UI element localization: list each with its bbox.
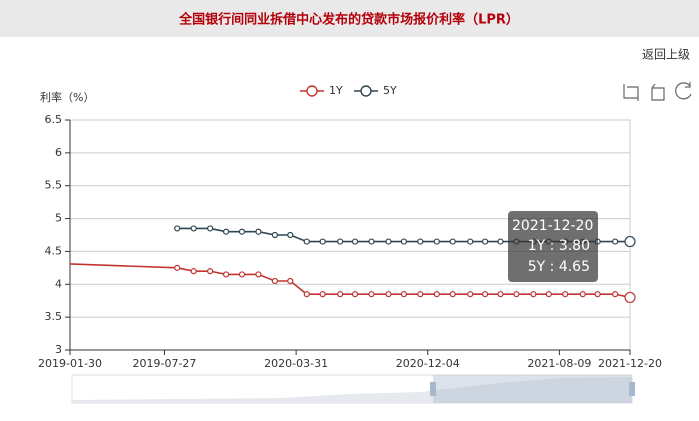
data-zoom[interactable] xyxy=(71,374,635,404)
x-tick-label: 2020-03-31 xyxy=(264,357,328,370)
point xyxy=(190,268,197,275)
point xyxy=(287,277,294,285)
y-tick-label: 5.5 xyxy=(45,179,63,192)
point xyxy=(612,291,619,298)
point xyxy=(255,228,262,235)
x-tick-label: 2019-01-30 xyxy=(38,357,102,370)
point xyxy=(562,291,569,298)
point xyxy=(271,277,278,285)
point xyxy=(174,225,181,232)
point xyxy=(400,238,407,245)
point xyxy=(255,271,262,278)
point xyxy=(497,291,504,298)
y-axis-label: 利率（%） xyxy=(40,90,94,104)
point xyxy=(319,238,326,245)
restore-icon[interactable] xyxy=(675,82,692,100)
point xyxy=(385,291,392,298)
point xyxy=(467,238,474,245)
tooltip-box xyxy=(508,211,598,282)
point xyxy=(579,291,586,298)
point xyxy=(624,291,636,304)
x-tick-label: 2021-12-20 xyxy=(598,357,662,370)
y-tick-label: 6.5 xyxy=(45,113,63,126)
point xyxy=(624,235,636,248)
point xyxy=(207,225,214,232)
point xyxy=(417,238,424,245)
point xyxy=(467,291,474,298)
y-tick-label: 6 xyxy=(55,146,62,159)
y-tick-label: 3.5 xyxy=(45,310,63,323)
point xyxy=(207,268,214,275)
legend-item[interactable]: 1Y xyxy=(300,84,343,97)
point xyxy=(481,291,489,298)
zoom-shadow xyxy=(72,377,632,403)
point xyxy=(449,238,456,245)
point xyxy=(481,238,489,245)
x-tick-label: 2021-08-09 xyxy=(527,357,591,370)
point xyxy=(319,291,326,298)
point xyxy=(174,264,181,271)
zoom-handle[interactable] xyxy=(629,382,635,396)
point xyxy=(497,238,504,245)
point xyxy=(433,291,440,298)
tooltip-title: 2021-12-20 xyxy=(512,218,593,234)
legend-marker xyxy=(306,85,318,97)
zoom-handle[interactable] xyxy=(430,382,436,396)
point xyxy=(190,225,197,232)
point xyxy=(594,291,601,298)
point xyxy=(303,291,310,298)
y-tick-label: 5 xyxy=(55,212,62,225)
point xyxy=(513,291,520,298)
y-tick-label: 4.5 xyxy=(45,244,63,257)
point xyxy=(303,238,310,245)
point xyxy=(337,291,344,298)
point xyxy=(612,238,619,245)
page-title: 全国银行间同业拆借中心发布的贷款市场报价利率（LPR） xyxy=(178,12,519,28)
y-tick-label: 4 xyxy=(55,277,62,290)
tooltip-line: 1Y : 3.80 xyxy=(528,238,590,254)
x-tick-label: 2020-12-04 xyxy=(396,357,460,370)
point xyxy=(238,271,246,278)
toolbox[interactable] xyxy=(623,82,692,101)
plot: 3 3.5 4 4.5 5 5.5 6 6.5 2019-01-30 2019-07-27 2020… xyxy=(38,84,662,370)
zoom-icon[interactable] xyxy=(623,84,639,101)
point xyxy=(271,231,278,239)
title-bar xyxy=(0,0,699,37)
point xyxy=(449,291,456,298)
point xyxy=(385,238,392,245)
point xyxy=(433,238,440,245)
tooltip-line: 5Y : 4.65 xyxy=(528,259,590,275)
legend-item[interactable]: 5Y xyxy=(354,84,397,97)
legend-label: 1Y xyxy=(329,84,343,97)
undo-icon[interactable] xyxy=(651,83,665,101)
point xyxy=(287,231,294,239)
point xyxy=(222,271,230,278)
legend-label: 5Y xyxy=(383,84,397,97)
point xyxy=(222,228,230,235)
point xyxy=(351,238,359,245)
point xyxy=(337,238,344,245)
point xyxy=(368,238,375,245)
y-tick-label: 3 xyxy=(55,343,62,356)
point xyxy=(530,291,537,298)
legend-marker xyxy=(360,85,372,97)
point xyxy=(238,228,246,235)
zoom-window[interactable] xyxy=(433,375,632,403)
point xyxy=(400,291,407,298)
point xyxy=(545,291,552,298)
point xyxy=(351,291,359,298)
point xyxy=(417,291,424,298)
x-tick-label: 2019-07-27 xyxy=(133,357,197,370)
back-link[interactable]: 返回上级 xyxy=(642,48,690,62)
point xyxy=(368,291,375,298)
